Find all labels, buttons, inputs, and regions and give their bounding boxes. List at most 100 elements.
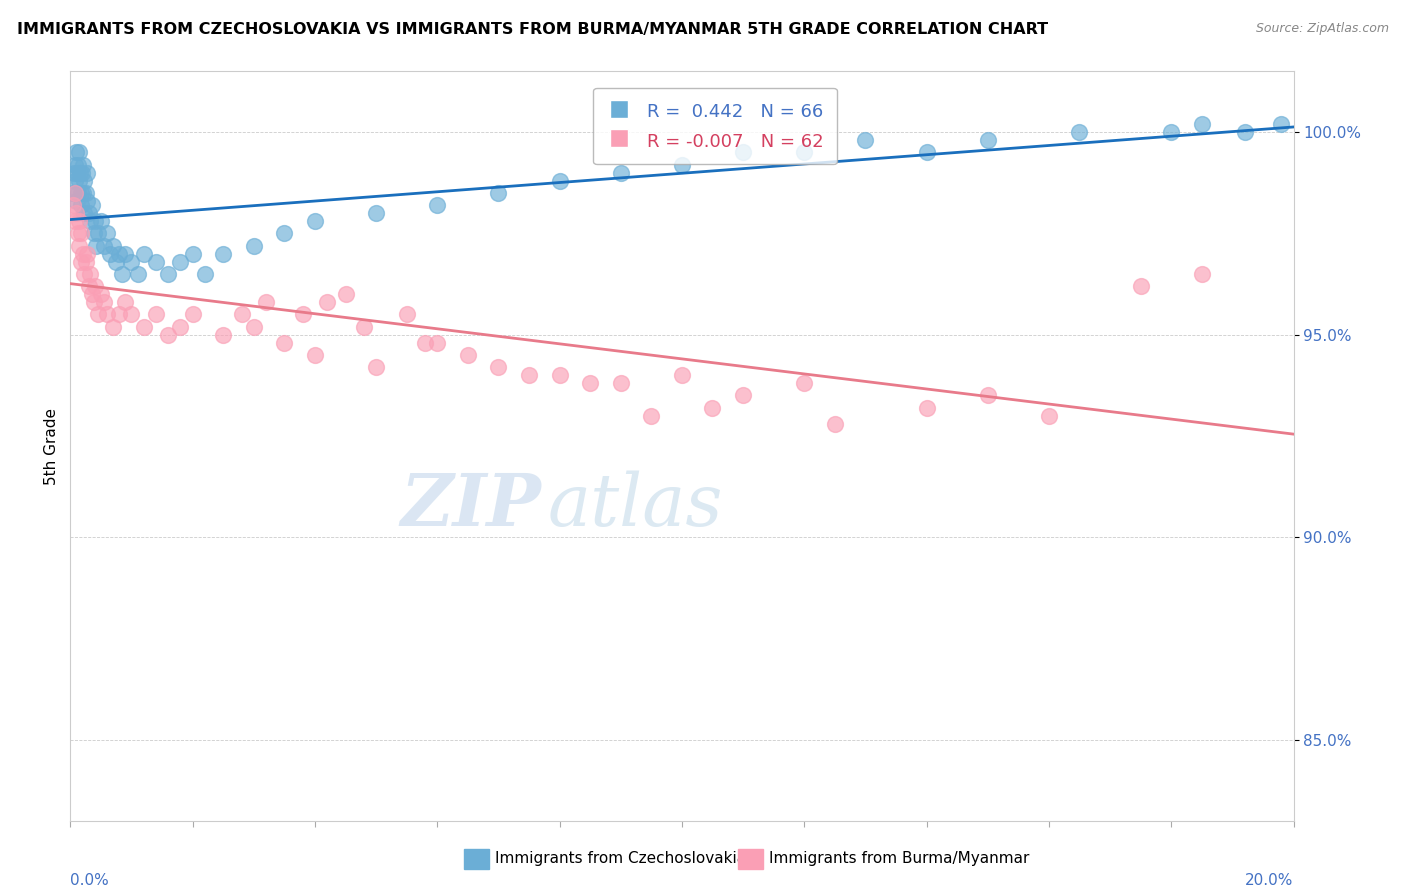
Point <box>66 166 89 180</box>
Point <box>93 295 115 310</box>
Point <box>145 307 167 321</box>
Point <box>145 254 167 268</box>
Point <box>69 186 91 200</box>
Point <box>426 198 449 212</box>
Y-axis label: 5th Grade: 5th Grade <box>44 408 59 484</box>
Point <box>114 295 136 310</box>
Point <box>66 186 89 200</box>
Point <box>212 246 235 260</box>
Point <box>169 319 191 334</box>
Text: Immigrants from Czechoslovakia: Immigrants from Czechoslovakia <box>495 852 747 866</box>
Point <box>69 166 91 180</box>
Point <box>114 246 136 260</box>
Point <box>63 166 86 180</box>
Point <box>181 307 204 321</box>
Point <box>80 198 103 212</box>
Point <box>76 166 98 180</box>
Point <box>83 295 105 310</box>
Point <box>243 319 266 334</box>
Point <box>976 388 998 402</box>
Text: 0.0%: 0.0% <box>70 873 110 888</box>
Point <box>101 319 124 334</box>
Point <box>793 145 815 160</box>
Point <box>93 238 115 252</box>
Point <box>395 307 418 321</box>
Point <box>610 166 633 180</box>
Point <box>291 307 314 321</box>
Point <box>79 214 101 228</box>
Point <box>610 376 633 391</box>
Point <box>121 254 143 268</box>
Point <box>254 295 277 310</box>
Point <box>157 267 180 281</box>
Point <box>366 206 388 220</box>
Point <box>1129 279 1152 293</box>
Point <box>67 174 90 188</box>
Point <box>335 287 357 301</box>
Point <box>121 307 143 321</box>
Point <box>63 186 86 200</box>
Text: Immigrants from Burma/Myanmar: Immigrants from Burma/Myanmar <box>769 852 1029 866</box>
Text: IMMIGRANTS FROM CZECHOSLOVAKIA VS IMMIGRANTS FROM BURMA/MYANMAR 5TH GRADE CORREL: IMMIGRANTS FROM CZECHOSLOVAKIA VS IMMIGR… <box>17 22 1047 37</box>
Point <box>316 295 339 310</box>
Point <box>157 327 180 342</box>
Point <box>488 186 510 200</box>
Point <box>1191 117 1213 131</box>
Point <box>76 194 98 208</box>
Point <box>90 287 112 301</box>
Point <box>353 319 375 334</box>
Point <box>72 186 94 200</box>
Legend: R =  0.442   N = 66, R = -0.007   N = 62: R = 0.442 N = 66, R = -0.007 N = 62 <box>593 88 837 164</box>
Point <box>824 417 846 431</box>
Point <box>1038 409 1060 423</box>
Point <box>132 246 155 260</box>
Point <box>111 267 134 281</box>
Point <box>1233 125 1256 139</box>
Point <box>793 376 815 391</box>
Point <box>75 254 97 268</box>
Point <box>63 214 86 228</box>
Point <box>169 254 191 268</box>
Point <box>702 401 724 415</box>
Point <box>212 327 235 342</box>
Point <box>132 319 155 334</box>
Point <box>1069 125 1091 139</box>
Point <box>548 174 571 188</box>
Point <box>96 307 118 321</box>
Text: Source: ZipAtlas.com: Source: ZipAtlas.com <box>1256 22 1389 36</box>
Point <box>76 246 98 260</box>
Point <box>75 186 97 200</box>
Point <box>73 206 96 220</box>
Point <box>70 198 93 212</box>
Point <box>108 246 131 260</box>
Text: atlas: atlas <box>547 471 723 541</box>
Point <box>517 368 540 383</box>
Point <box>1191 267 1213 281</box>
Point <box>731 388 754 402</box>
Point <box>90 214 112 228</box>
Point <box>73 267 96 281</box>
Point <box>67 214 90 228</box>
Point <box>1160 125 1182 139</box>
Point <box>96 227 118 241</box>
Point <box>87 227 110 241</box>
Point <box>976 133 998 147</box>
Point <box>1270 117 1292 131</box>
Point <box>69 227 91 241</box>
Point <box>273 335 295 350</box>
Point <box>105 254 128 268</box>
Point <box>63 174 86 188</box>
Point <box>84 238 107 252</box>
Point <box>231 307 253 321</box>
Text: 20.0%: 20.0% <box>1246 873 1294 888</box>
Point <box>915 401 938 415</box>
Point <box>77 279 100 293</box>
Point <box>62 198 84 212</box>
Point <box>915 145 938 160</box>
Text: ZIP: ZIP <box>401 470 541 541</box>
Point <box>731 145 754 160</box>
Point <box>413 335 436 350</box>
Point <box>108 307 131 321</box>
Point <box>65 206 87 220</box>
Point <box>83 227 105 241</box>
